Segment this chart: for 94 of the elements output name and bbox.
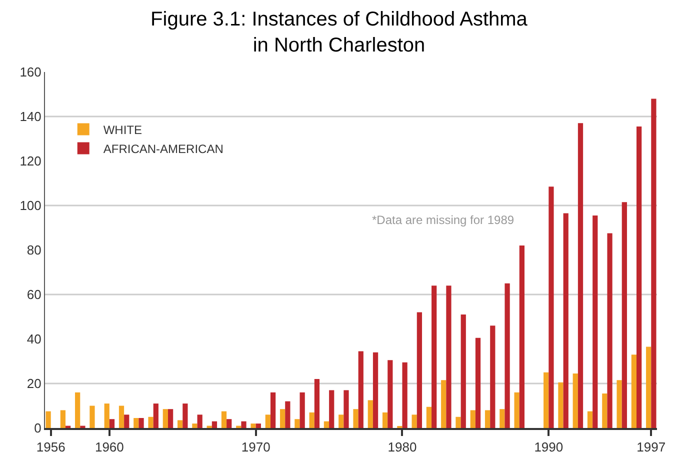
bar	[572, 373, 578, 428]
bar	[651, 98, 656, 428]
bar	[426, 406, 432, 428]
bar	[192, 424, 198, 428]
y-tick-label: 140	[20, 109, 42, 124]
bar	[134, 418, 139, 428]
y-tick-label: 20	[26, 376, 42, 392]
bar	[300, 392, 305, 428]
bar	[148, 416, 154, 428]
bar	[475, 338, 481, 428]
y-tick-label: 80	[26, 242, 42, 258]
bar	[578, 123, 584, 428]
chart-title: Figure 3.1: Instances of Childhood Asthma in North Charleston	[150, 8, 528, 57]
x-tick-label: 1980	[388, 440, 417, 455]
x-tick-label: 1970	[241, 440, 270, 455]
bar	[500, 409, 505, 428]
bar	[280, 409, 286, 428]
bar	[212, 421, 218, 428]
bar	[124, 414, 130, 428]
bar	[470, 410, 476, 428]
bar	[118, 406, 124, 428]
bar	[631, 354, 636, 428]
bar	[602, 394, 608, 428]
bar	[412, 414, 417, 428]
bar	[344, 390, 349, 428]
bar	[490, 326, 496, 428]
bar	[75, 392, 80, 428]
bar	[226, 419, 232, 428]
bar	[197, 414, 202, 428]
bar	[104, 404, 110, 428]
bar	[256, 424, 261, 428]
bar	[324, 421, 330, 428]
y-tick-label: 60	[26, 287, 42, 302]
y-tick-label: 40	[26, 332, 42, 347]
y-tick-label: 120	[20, 154, 42, 169]
bar	[382, 412, 388, 428]
bar	[587, 411, 593, 428]
bar	[241, 421, 246, 428]
bar	[314, 379, 320, 428]
bar	[109, 419, 115, 428]
bar	[622, 202, 627, 428]
y-tick-label: 0	[34, 420, 42, 436]
bar	[484, 410, 490, 428]
bar	[446, 286, 452, 428]
bar	[646, 346, 652, 428]
x-tick-label: 1956	[36, 440, 66, 455]
bar	[544, 372, 549, 428]
bar	[548, 186, 554, 428]
bar	[221, 411, 227, 428]
bar	[616, 380, 622, 428]
bar	[270, 392, 276, 428]
x-tick-label: 1997	[636, 440, 666, 455]
bar	[592, 216, 598, 428]
y-tick-label: 160	[20, 64, 42, 80]
bar	[153, 404, 158, 428]
bar	[265, 414, 270, 428]
bar	[138, 418, 144, 428]
y-tick-label: 100	[20, 198, 42, 214]
bar	[460, 314, 466, 428]
bar	[456, 416, 461, 428]
bar	[309, 412, 314, 428]
bar	[182, 404, 188, 428]
bar	[60, 410, 66, 428]
bar	[250, 424, 256, 428]
x-tick-label: 1990	[534, 440, 564, 455]
bar	[358, 351, 364, 428]
bar	[46, 411, 51, 428]
bar	[504, 283, 510, 428]
bar	[402, 362, 408, 428]
legend-label: WHITE	[103, 122, 142, 137]
bar	[90, 406, 95, 428]
annotation: *Data are missing for 1989	[372, 213, 514, 227]
bar	[162, 409, 168, 428]
bar	[329, 390, 334, 428]
bar	[168, 409, 174, 428]
bar	[372, 352, 378, 428]
x-tick-label: 1960	[94, 440, 124, 455]
legend-label: AFRICAN-AMERICAN	[103, 142, 224, 156]
bar	[353, 409, 358, 428]
bar	[514, 392, 520, 428]
bar	[294, 419, 300, 428]
bar	[636, 126, 642, 428]
bar	[388, 360, 393, 428]
bar	[519, 246, 524, 428]
bar	[368, 400, 373, 428]
bar	[563, 213, 568, 428]
bar	[416, 312, 422, 428]
bar	[558, 382, 564, 428]
bar	[178, 420, 183, 428]
bar	[338, 414, 344, 428]
bar	[432, 286, 437, 428]
bar	[285, 401, 290, 428]
bar	[607, 233, 612, 428]
bar	[441, 380, 446, 428]
